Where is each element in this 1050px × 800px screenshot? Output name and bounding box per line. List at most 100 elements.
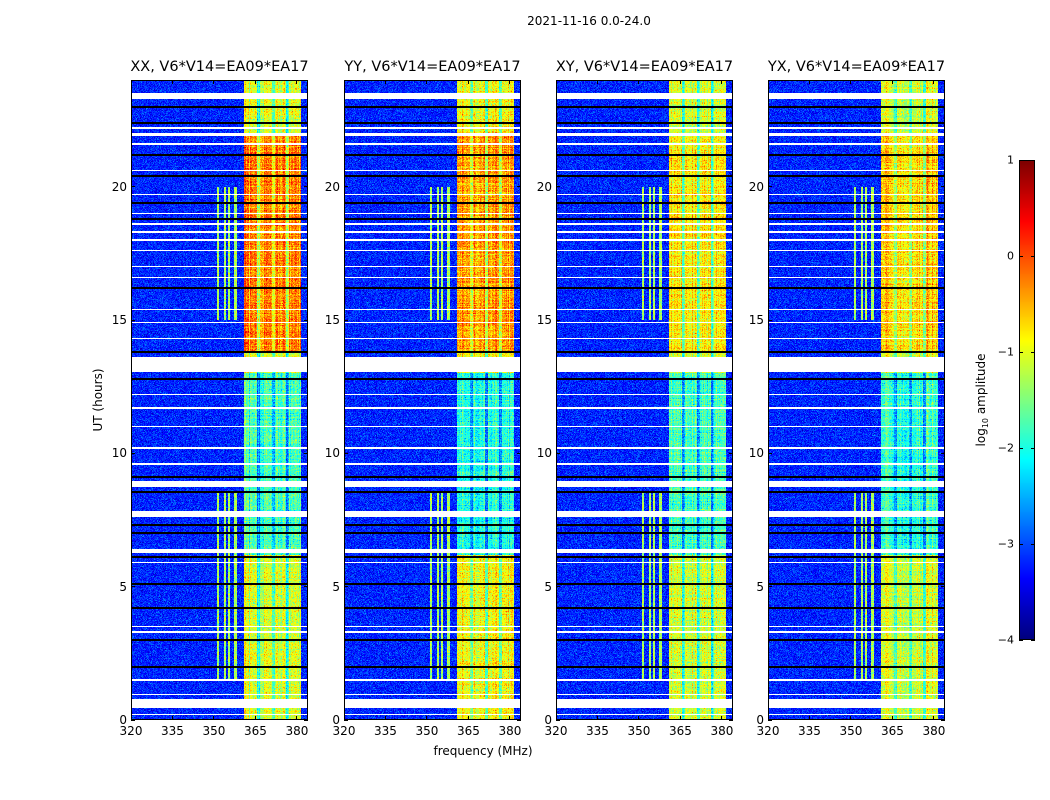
y-tick [556, 319, 560, 321]
y-tick [517, 319, 521, 321]
x-tick [638, 80, 640, 84]
y-tick [131, 186, 135, 188]
x-tick [596, 716, 598, 720]
x-tick-label: 320 [119, 724, 143, 738]
x-tick-label: 350 [202, 724, 226, 738]
x-tick [130, 716, 132, 720]
x-tick [343, 716, 345, 720]
x-tick [343, 80, 345, 84]
colorbar-tick-label: 0 [1007, 249, 1014, 263]
y-tick [304, 186, 308, 188]
y-tick-label: 15 [324, 313, 340, 327]
y-tick [941, 319, 945, 321]
y-tick-label: 5 [332, 579, 340, 594]
x-tick-label: 350 [415, 724, 439, 738]
y-tick [304, 452, 308, 454]
y-tick-label: 15 [111, 313, 127, 327]
x-tick [891, 80, 893, 84]
y-axis-label: UT (hours) [91, 368, 105, 432]
y-tick-label: 10 [748, 446, 764, 461]
y-tick-label: 10 [536, 446, 552, 461]
x-tick [467, 80, 469, 84]
y-tick [941, 586, 945, 588]
y-tick [304, 586, 308, 588]
x-tick [254, 80, 256, 84]
x-tick [933, 80, 935, 84]
colorbar-tick [1019, 255, 1023, 257]
x-tick [679, 80, 681, 84]
x-tick-label: 350 [839, 724, 863, 738]
y-tick [131, 319, 135, 321]
y-tick [517, 186, 521, 188]
x-tick [384, 80, 386, 84]
x-tick-label: 320 [756, 724, 780, 738]
y-tick-label: 5 [756, 579, 764, 594]
x-tick [296, 716, 298, 720]
x-tick-label: 320 [332, 724, 356, 738]
y-tick [131, 586, 135, 588]
x-tick [254, 716, 256, 720]
y-tick [304, 319, 308, 321]
heatmap-image [344, 80, 521, 720]
x-tick [555, 716, 557, 720]
x-tick [296, 80, 298, 84]
x-tick-label: 335 [586, 724, 609, 738]
x-tick [213, 716, 215, 720]
colorbar-tick [1031, 255, 1035, 257]
y-tick [768, 452, 772, 454]
x-tick-label: 365 [669, 724, 692, 738]
y-tick [344, 719, 348, 721]
y-tick [517, 586, 521, 588]
x-tick [721, 716, 723, 720]
colorbar-label-sub: 10 [981, 417, 991, 429]
x-tick-label: 380 [710, 724, 734, 738]
y-tick [131, 719, 135, 721]
panel-title: XY, V6*V14=EA09*EA17 [555, 59, 734, 75]
x-tick [933, 716, 935, 720]
x-tick-label: 335 [161, 724, 184, 738]
x-tick-label: 365 [457, 724, 480, 738]
x-tick-label: 380 [285, 724, 309, 738]
y-tick [729, 186, 733, 188]
colorbar-tick [1019, 639, 1023, 641]
colorbar-tick [1031, 447, 1035, 449]
x-tick [509, 716, 511, 720]
x-tick [808, 80, 810, 84]
x-tick [596, 80, 598, 84]
x-tick [808, 716, 810, 720]
y-tick-label: 15 [748, 313, 764, 327]
y-tick [344, 586, 348, 588]
y-tick [729, 452, 733, 454]
x-tick-label: 320 [544, 724, 568, 738]
colorbar-label-rest: amplitude [973, 353, 988, 418]
y-tick-label: 0 [544, 713, 552, 727]
colorbar-tick [1019, 159, 1023, 161]
heatmap-image [131, 80, 308, 720]
y-tick [729, 586, 733, 588]
x-tick-label: 380 [498, 724, 522, 738]
y-tick-label: 10 [111, 446, 127, 461]
x-tick [638, 716, 640, 720]
y-tick-label: 15 [536, 313, 552, 327]
y-tick-label: 0 [756, 713, 764, 727]
y-tick-label: 20 [536, 179, 552, 194]
y-tick [768, 719, 772, 721]
colorbar-tick [1031, 639, 1035, 641]
colorbar-tick-label: −2 [997, 441, 1014, 455]
y-tick-label: 20 [111, 179, 127, 194]
x-tick [555, 80, 557, 84]
colorbar-tick [1031, 159, 1035, 161]
figure-title: 2021-11-16 0.0-24.0 [527, 14, 651, 28]
y-tick [941, 719, 945, 721]
x-tick-label: 335 [798, 724, 821, 738]
x-tick [171, 716, 173, 720]
x-tick [679, 716, 681, 720]
panel-title: YX, V6*V14=EA09*EA17 [767, 59, 946, 75]
y-tick [556, 452, 560, 454]
x-tick [426, 80, 428, 84]
colorbar-tick [1031, 543, 1035, 545]
y-tick-label: 0 [332, 713, 340, 727]
x-tick [767, 80, 769, 84]
x-tick [467, 716, 469, 720]
x-tick [767, 716, 769, 720]
